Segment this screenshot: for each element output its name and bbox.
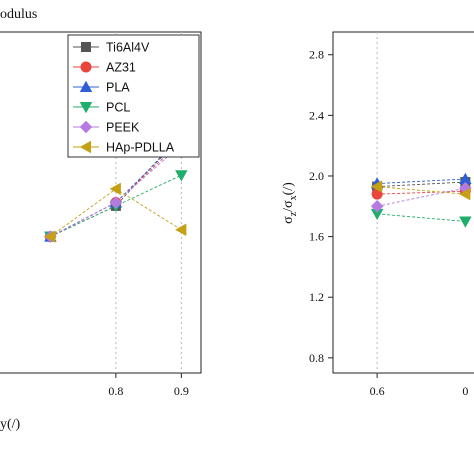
legend-marker bbox=[79, 120, 93, 134]
right-y-title-sub1: z bbox=[288, 211, 299, 216]
series-hap-pdlla bbox=[370, 180, 471, 201]
series-line bbox=[50, 137, 182, 237]
legend-marker bbox=[79, 102, 93, 114]
legend-marker bbox=[79, 140, 91, 154]
y-tick-label: 2.4 bbox=[309, 108, 324, 122]
data-point bbox=[109, 196, 123, 209]
series-line bbox=[377, 187, 466, 207]
right-series-group bbox=[370, 172, 472, 228]
x-tick-label: 0.8 bbox=[108, 384, 123, 398]
series-line bbox=[50, 144, 182, 237]
legend-item: PCL bbox=[73, 101, 130, 115]
legend-label: PCL bbox=[106, 101, 130, 115]
legend: Ti6Al4V AZ31 PLA PCL PEEK HAp-PDLLA bbox=[67, 34, 200, 158]
legend-item: PEEK bbox=[73, 121, 140, 135]
left-plot-frame bbox=[0, 31, 202, 374]
series-pcl bbox=[370, 208, 472, 228]
y-tick-label: 1.6 bbox=[309, 230, 324, 244]
legend-label: PLA bbox=[106, 81, 130, 95]
series-peek bbox=[370, 181, 472, 213]
legend-marker bbox=[80, 61, 92, 73]
legend-item: AZ31 bbox=[73, 61, 136, 75]
left-x-ticks: 0.8 0.9 bbox=[108, 373, 189, 398]
data-point bbox=[459, 172, 472, 185]
right-y-title-sub2: x bbox=[288, 195, 299, 200]
legend-label: Ti6Al4V bbox=[106, 41, 150, 55]
legend-label: PEEK bbox=[106, 121, 140, 135]
x-tick-label: 0.6 bbox=[370, 384, 385, 398]
legend-items: Ti6Al4V AZ31 PLA PCL PEEK HAp-PDLLA bbox=[73, 41, 175, 155]
legend-frame bbox=[67, 34, 200, 158]
data-point bbox=[459, 216, 472, 228]
series-hap-pdlla bbox=[44, 182, 187, 243]
data-point bbox=[175, 170, 188, 182]
right-x-ticks: 0.6 0 bbox=[370, 373, 468, 398]
series-az31 bbox=[371, 185, 471, 200]
series-pla bbox=[370, 172, 472, 189]
legend-marker bbox=[79, 80, 93, 92]
legend-item: HAp-PDLLA bbox=[73, 141, 175, 155]
right-plot-frame bbox=[332, 31, 474, 374]
data-point bbox=[109, 182, 121, 196]
legend-item: PLA bbox=[73, 81, 130, 95]
x-tick-label: 0 bbox=[462, 384, 468, 398]
right-y-axis-title: σz/σx(/) bbox=[281, 182, 299, 224]
left-chart-title: odulus bbox=[0, 7, 37, 22]
right-y-title-tail: (/) bbox=[281, 182, 296, 196]
right-y-ticks: 0.8 1.2 1.6 2.0 2.4 2.8 bbox=[309, 48, 333, 365]
data-point bbox=[44, 230, 56, 243]
legend-marker bbox=[81, 42, 91, 52]
y-tick-label: 1.2 bbox=[309, 290, 324, 304]
data-point bbox=[459, 187, 471, 201]
data-point bbox=[370, 200, 384, 213]
series-line bbox=[377, 181, 466, 188]
data-point bbox=[370, 208, 384, 221]
right-y-title-main: σ bbox=[281, 216, 296, 224]
series-ti6al4v bbox=[372, 177, 471, 192]
left-series-group bbox=[44, 129, 188, 243]
legend-label: HAp-PDLLA bbox=[106, 141, 175, 155]
y-tick-label: 2.0 bbox=[309, 169, 324, 183]
right-chart-panel: 0.81.21.62.02.42.8 0.6 0 σz/σx(/) bbox=[281, 31, 474, 398]
data-point bbox=[370, 180, 383, 193]
right-y-title-mid: /σ bbox=[281, 200, 296, 212]
series-line bbox=[377, 213, 466, 222]
legend-label: AZ31 bbox=[106, 61, 136, 75]
x-tick-label: 0.9 bbox=[174, 384, 189, 398]
left-chart-panel: odulus 0.8 0.9 y(/) Ti6Al4V AZ31 PLA PCL PEEK… bbox=[0, 7, 202, 432]
data-point bbox=[175, 223, 187, 237]
legend-item: Ti6Al4V bbox=[73, 41, 150, 55]
y-tick-label: 2.8 bbox=[309, 48, 324, 62]
left-x-axis-title: y(/) bbox=[0, 417, 21, 432]
y-tick-label: 0.8 bbox=[309, 351, 324, 365]
